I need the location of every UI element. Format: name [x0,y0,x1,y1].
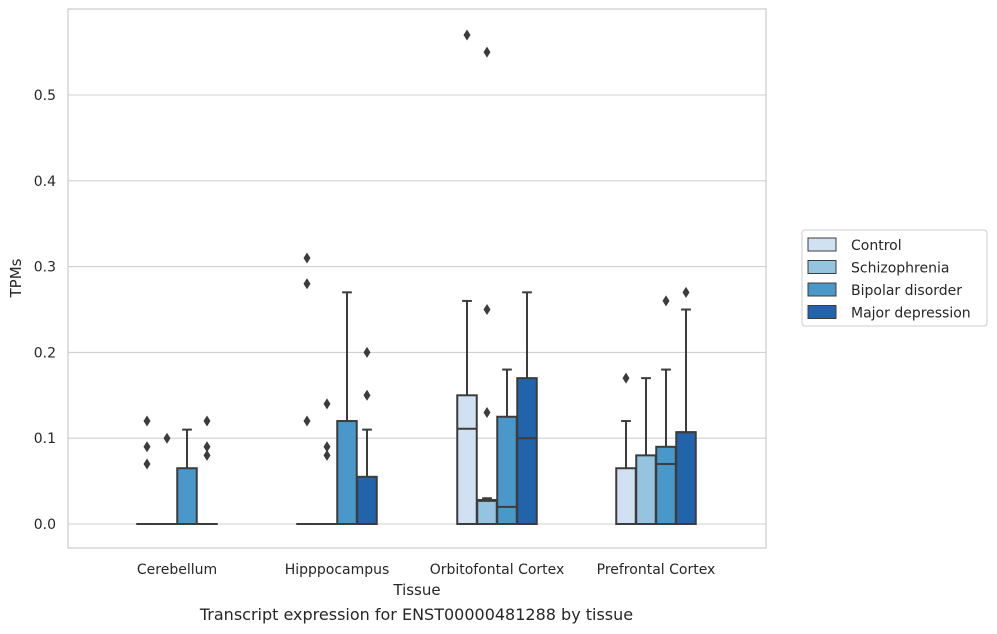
x-tick-label: Hipppocampus [285,562,390,578]
box-bipolar-disorder [336,291,358,526]
y-tick-label: 0.4 [34,174,56,190]
y-tick-label: 0.5 [34,88,56,104]
plot-area-frame [67,8,767,549]
box-bipolar-disorder [496,368,518,525]
box-body [176,467,198,526]
outlier-point [463,29,471,41]
legend-swatch [807,282,837,297]
box-schizophrenia [156,432,178,526]
x-tick-label: Cerebellum [137,562,217,578]
box-major-depression [675,286,697,525]
outlier-point [363,346,371,358]
box-control [456,29,478,525]
y-axis-label: TPMs [7,258,25,298]
box-body [655,445,677,525]
outlier-point [303,278,311,290]
outlier-point [483,406,491,418]
x-tick-label: Orbitofontal Cortex [430,562,565,578]
box-bipolar-disorder [655,295,677,525]
box-major-depression [196,415,218,526]
y-tick-label: 0.3 [34,260,56,276]
legend-swatch [807,260,837,274]
legend-label: Bipolar disorder [851,283,962,299]
box-body [456,394,478,525]
outlier-point [163,432,171,444]
box-control [136,415,158,526]
box-schizophrenia [476,46,498,526]
box-major-depression [356,346,378,525]
box-body [356,475,378,525]
outlier-point [203,449,211,461]
y-tick-label: 0.2 [34,345,56,361]
outlier-point [363,389,371,401]
outlier-point [323,441,331,453]
outlier-point [483,304,491,315]
x-axis-label: Tissue [392,581,440,599]
figure-caption: Transcript expression for ENST0000048128… [199,605,634,624]
outlier-point [303,252,311,264]
outlier-point [203,441,211,453]
y-tick-label: 0.1 [34,431,56,447]
outlier-point [323,398,331,410]
outlier-point [143,441,151,453]
boxes-layer [136,29,697,526]
box-schizophrenia [316,398,338,526]
y-tick-labels: 0.0 0.1 0.2 0.3 0.4 0.5 [34,88,56,533]
outlier-point [203,415,211,427]
box-body [496,415,518,525]
outlier-point [682,286,690,298]
box-body [336,420,358,526]
legend-frame [801,229,988,327]
box-schizophrenia [635,377,657,525]
outlier-point [303,415,311,427]
box-body [675,431,697,525]
box-body [635,454,657,525]
legend: Control Schizophrenia Bipolar disorder Majo… [801,229,988,327]
box-body [615,467,637,526]
legend-swatch [807,305,837,319]
box-body [516,377,538,526]
box-body [476,498,498,526]
box-major-depression [516,291,538,526]
outlier-point [483,46,491,58]
legend-label: Major depression [851,306,971,322]
outlier-point [143,415,151,427]
box-control [296,252,318,526]
legend-label: Control [851,238,902,254]
outlier-point [662,295,670,307]
legend-label: Schizophrenia [851,261,949,277]
outlier-point [143,458,151,470]
box-control [615,372,637,526]
box-bipolar-disorder [176,428,198,526]
outlier-point [323,449,331,461]
x-tick-label: Prefrontal Cortex [597,562,716,578]
x-tick-labels: Cerebellum Hipppocampus Orbitofontal Corte… [137,562,715,578]
legend-swatch [807,237,837,252]
y-tick-label: 0.0 [34,517,56,533]
outlier-point [622,372,630,384]
